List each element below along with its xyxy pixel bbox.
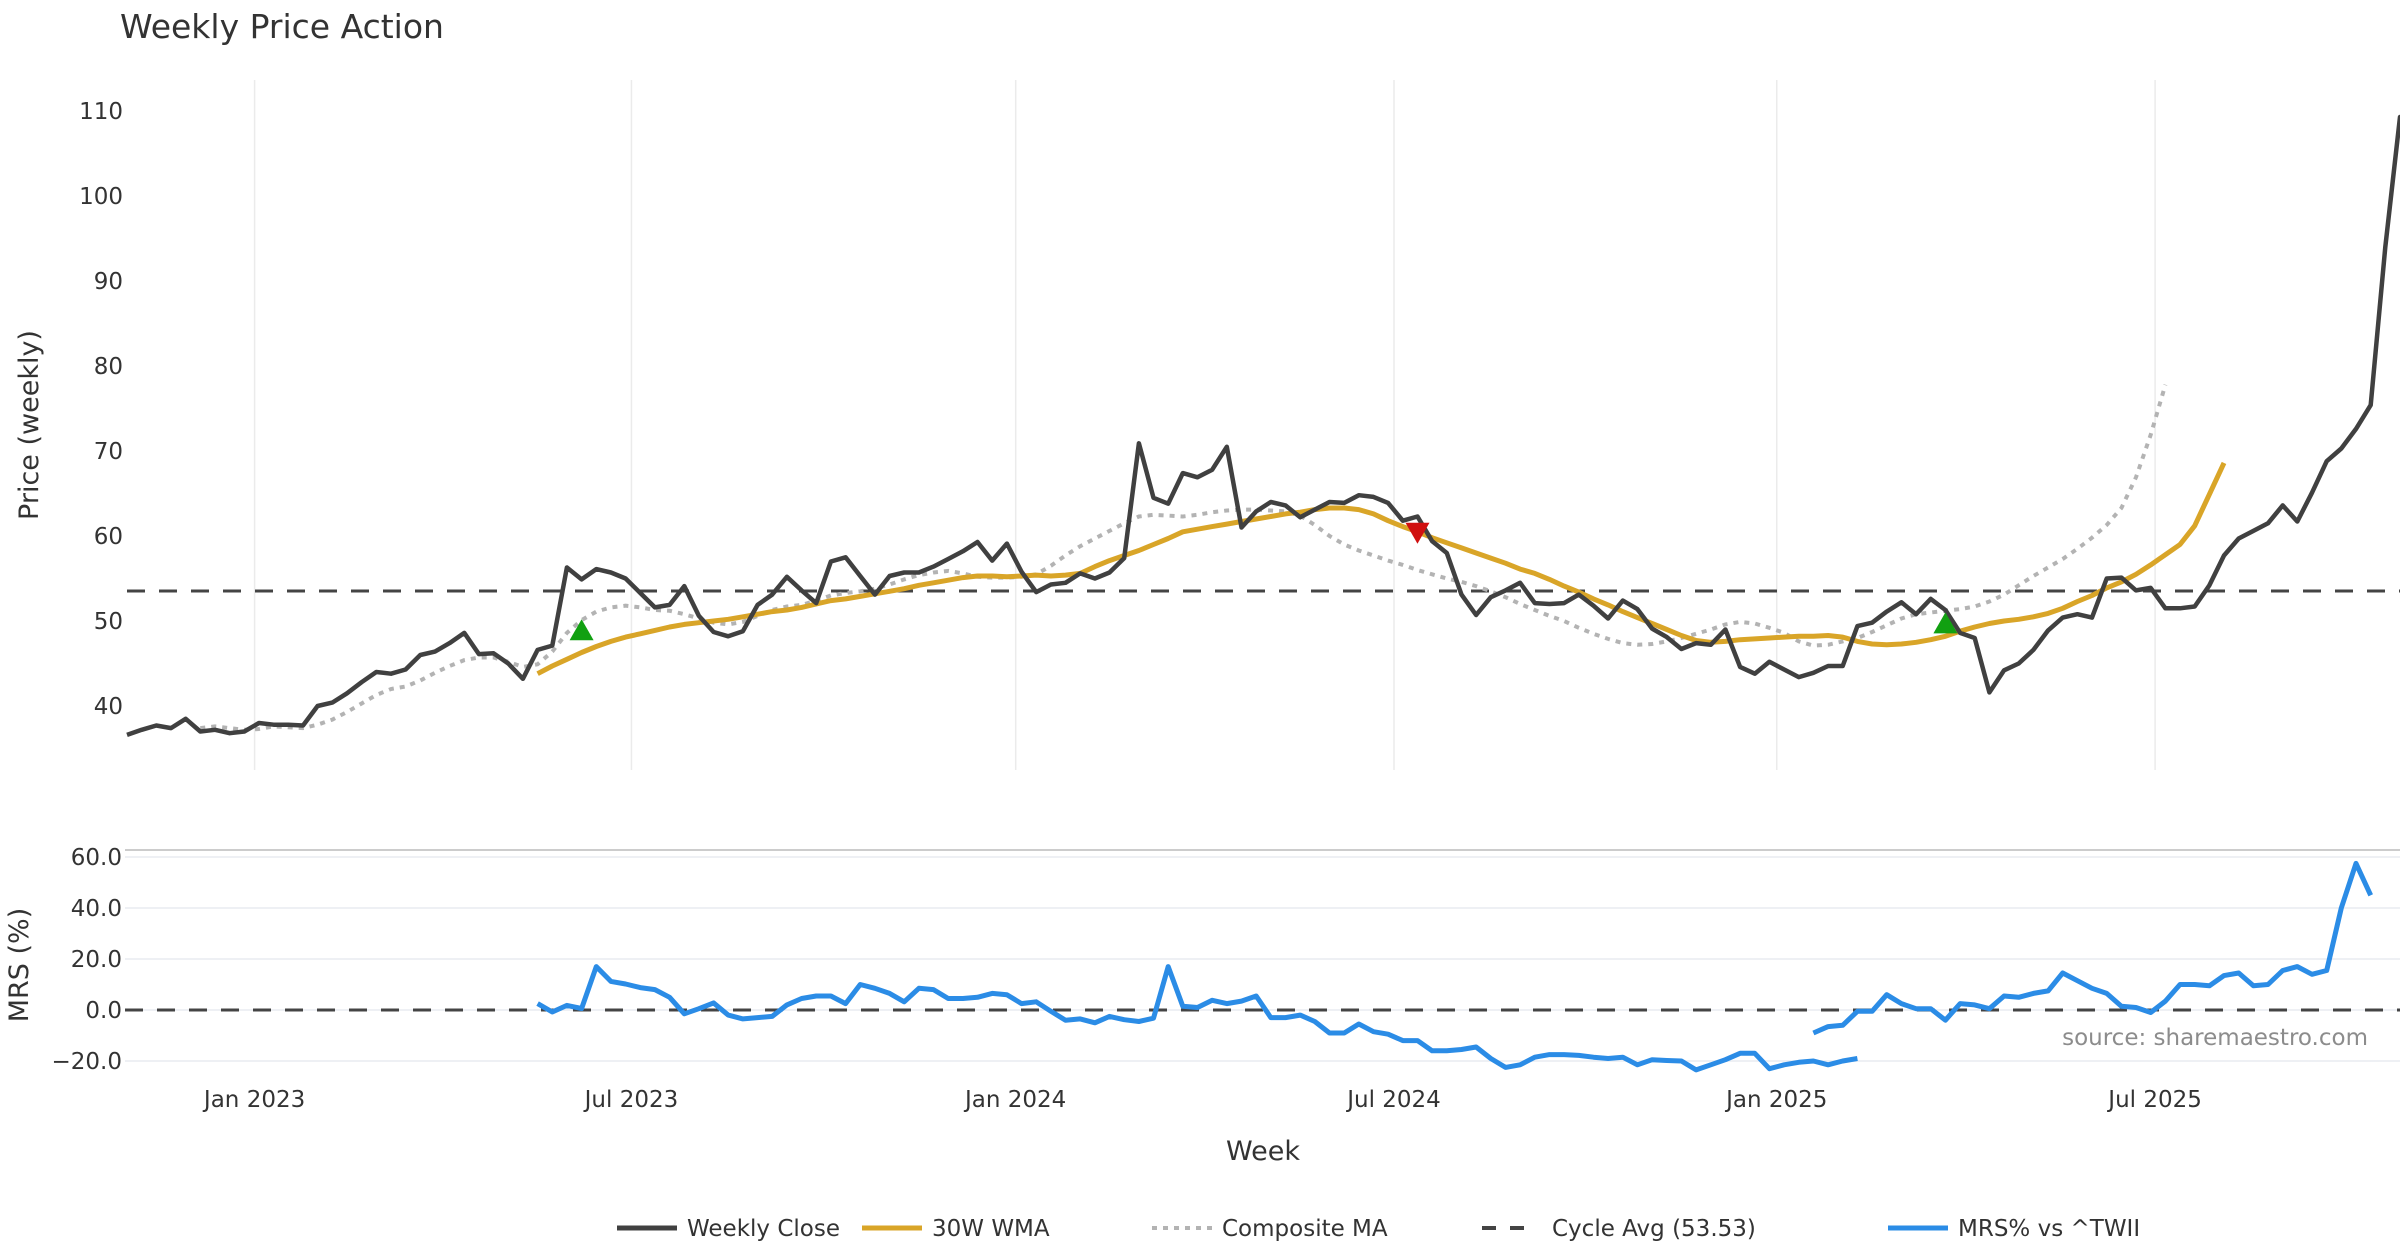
- sell-signal-marker: [1405, 522, 1430, 544]
- legend-item-cycle-avg-53-53: Cycle Avg (53.53): [1482, 1216, 1756, 1242]
- price-y-tick-label: 110: [79, 99, 123, 125]
- mrs-y-tick-label: 40.0: [71, 896, 122, 922]
- legend-label: Cycle Avg (53.53): [1552, 1216, 1756, 1242]
- legend-item-mrs-vs-twii: MRS% vs ^TWII: [1888, 1216, 2140, 1242]
- source-annotation: source: sharemaestro.com: [2062, 1025, 2368, 1051]
- mrs-y-tick-label: 0.0: [85, 998, 122, 1024]
- composite-ma-line: [200, 384, 2168, 732]
- x-tick-label: Jan 2024: [963, 1087, 1066, 1113]
- buy-signal-marker: [1933, 612, 1958, 634]
- price-y-tick-label: 90: [94, 269, 123, 295]
- price-y-tick-label: 100: [79, 184, 123, 210]
- legend: Weekly Close 30W WMA Composite MA Cycle Avg…: [617, 1216, 2140, 1242]
- x-tick-label: Jul 2024: [1345, 1087, 1441, 1113]
- price-series: [126, 114, 2400, 738]
- mrs-y-tick-label: −20.0: [52, 1049, 122, 1075]
- mrs-y-tick-label: 20.0: [71, 947, 122, 973]
- legend-item-weekly-close: Weekly Close: [617, 1216, 840, 1242]
- mrs-series: [125, 860, 2400, 1073]
- chart-title: Weekly Price Action: [120, 7, 444, 46]
- price-y-tick-label: 40: [94, 694, 123, 720]
- weekly-close-line: [126, 114, 2400, 738]
- buy-signal-marker: [569, 619, 594, 641]
- x-tick-label: Jul 2023: [583, 1087, 679, 1113]
- 30w-wma-line: [536, 461, 2227, 676]
- legend-label: Composite MA: [1222, 1216, 1388, 1242]
- mrs-y-ticks: −20.0 0.0 20.0 40.0 60.0: [52, 845, 122, 1075]
- legend-label: Weekly Close: [687, 1216, 840, 1242]
- price-y-tick-label: 80: [94, 354, 123, 380]
- x-tick-label: Jul 2025: [2106, 1087, 2202, 1113]
- legend-label: 30W WMA: [932, 1216, 1050, 1242]
- x-tick-label: Jan 2023: [202, 1087, 305, 1113]
- legend-item-composite-ma: Composite MA: [1152, 1216, 1388, 1242]
- x-tick-label: Jan 2025: [1724, 1087, 1827, 1113]
- price-y-axis-title: Price (weekly): [14, 330, 45, 520]
- price-y-ticks: 40 50 60 70 80 90 100 110: [79, 99, 123, 720]
- x-ticks: Jan 2023 Jul 2023 Jan 2024 Jul 2024 Jan 2025…: [202, 1087, 2202, 1113]
- mrs-y-tick-label: 60.0: [71, 845, 122, 871]
- mrs-gridlines: [125, 849, 2400, 1062]
- signal-markers: [569, 522, 1958, 641]
- price-y-tick-label: 60: [94, 524, 123, 550]
- price-y-tick-label: 70: [94, 439, 123, 465]
- legend-item-30w-wma: 30W WMA: [862, 1216, 1050, 1242]
- legend-label: MRS% vs ^TWII: [1958, 1216, 2140, 1242]
- price-y-tick-label: 50: [94, 609, 123, 635]
- mrs-line-segment: [1812, 860, 2373, 1036]
- mrs-line-segment: [536, 964, 1858, 1073]
- x-axis-title: Week: [1226, 1136, 1300, 1167]
- mrs-y-axis-title: MRS (%): [4, 908, 35, 1023]
- price-gridlines: [253, 80, 2156, 770]
